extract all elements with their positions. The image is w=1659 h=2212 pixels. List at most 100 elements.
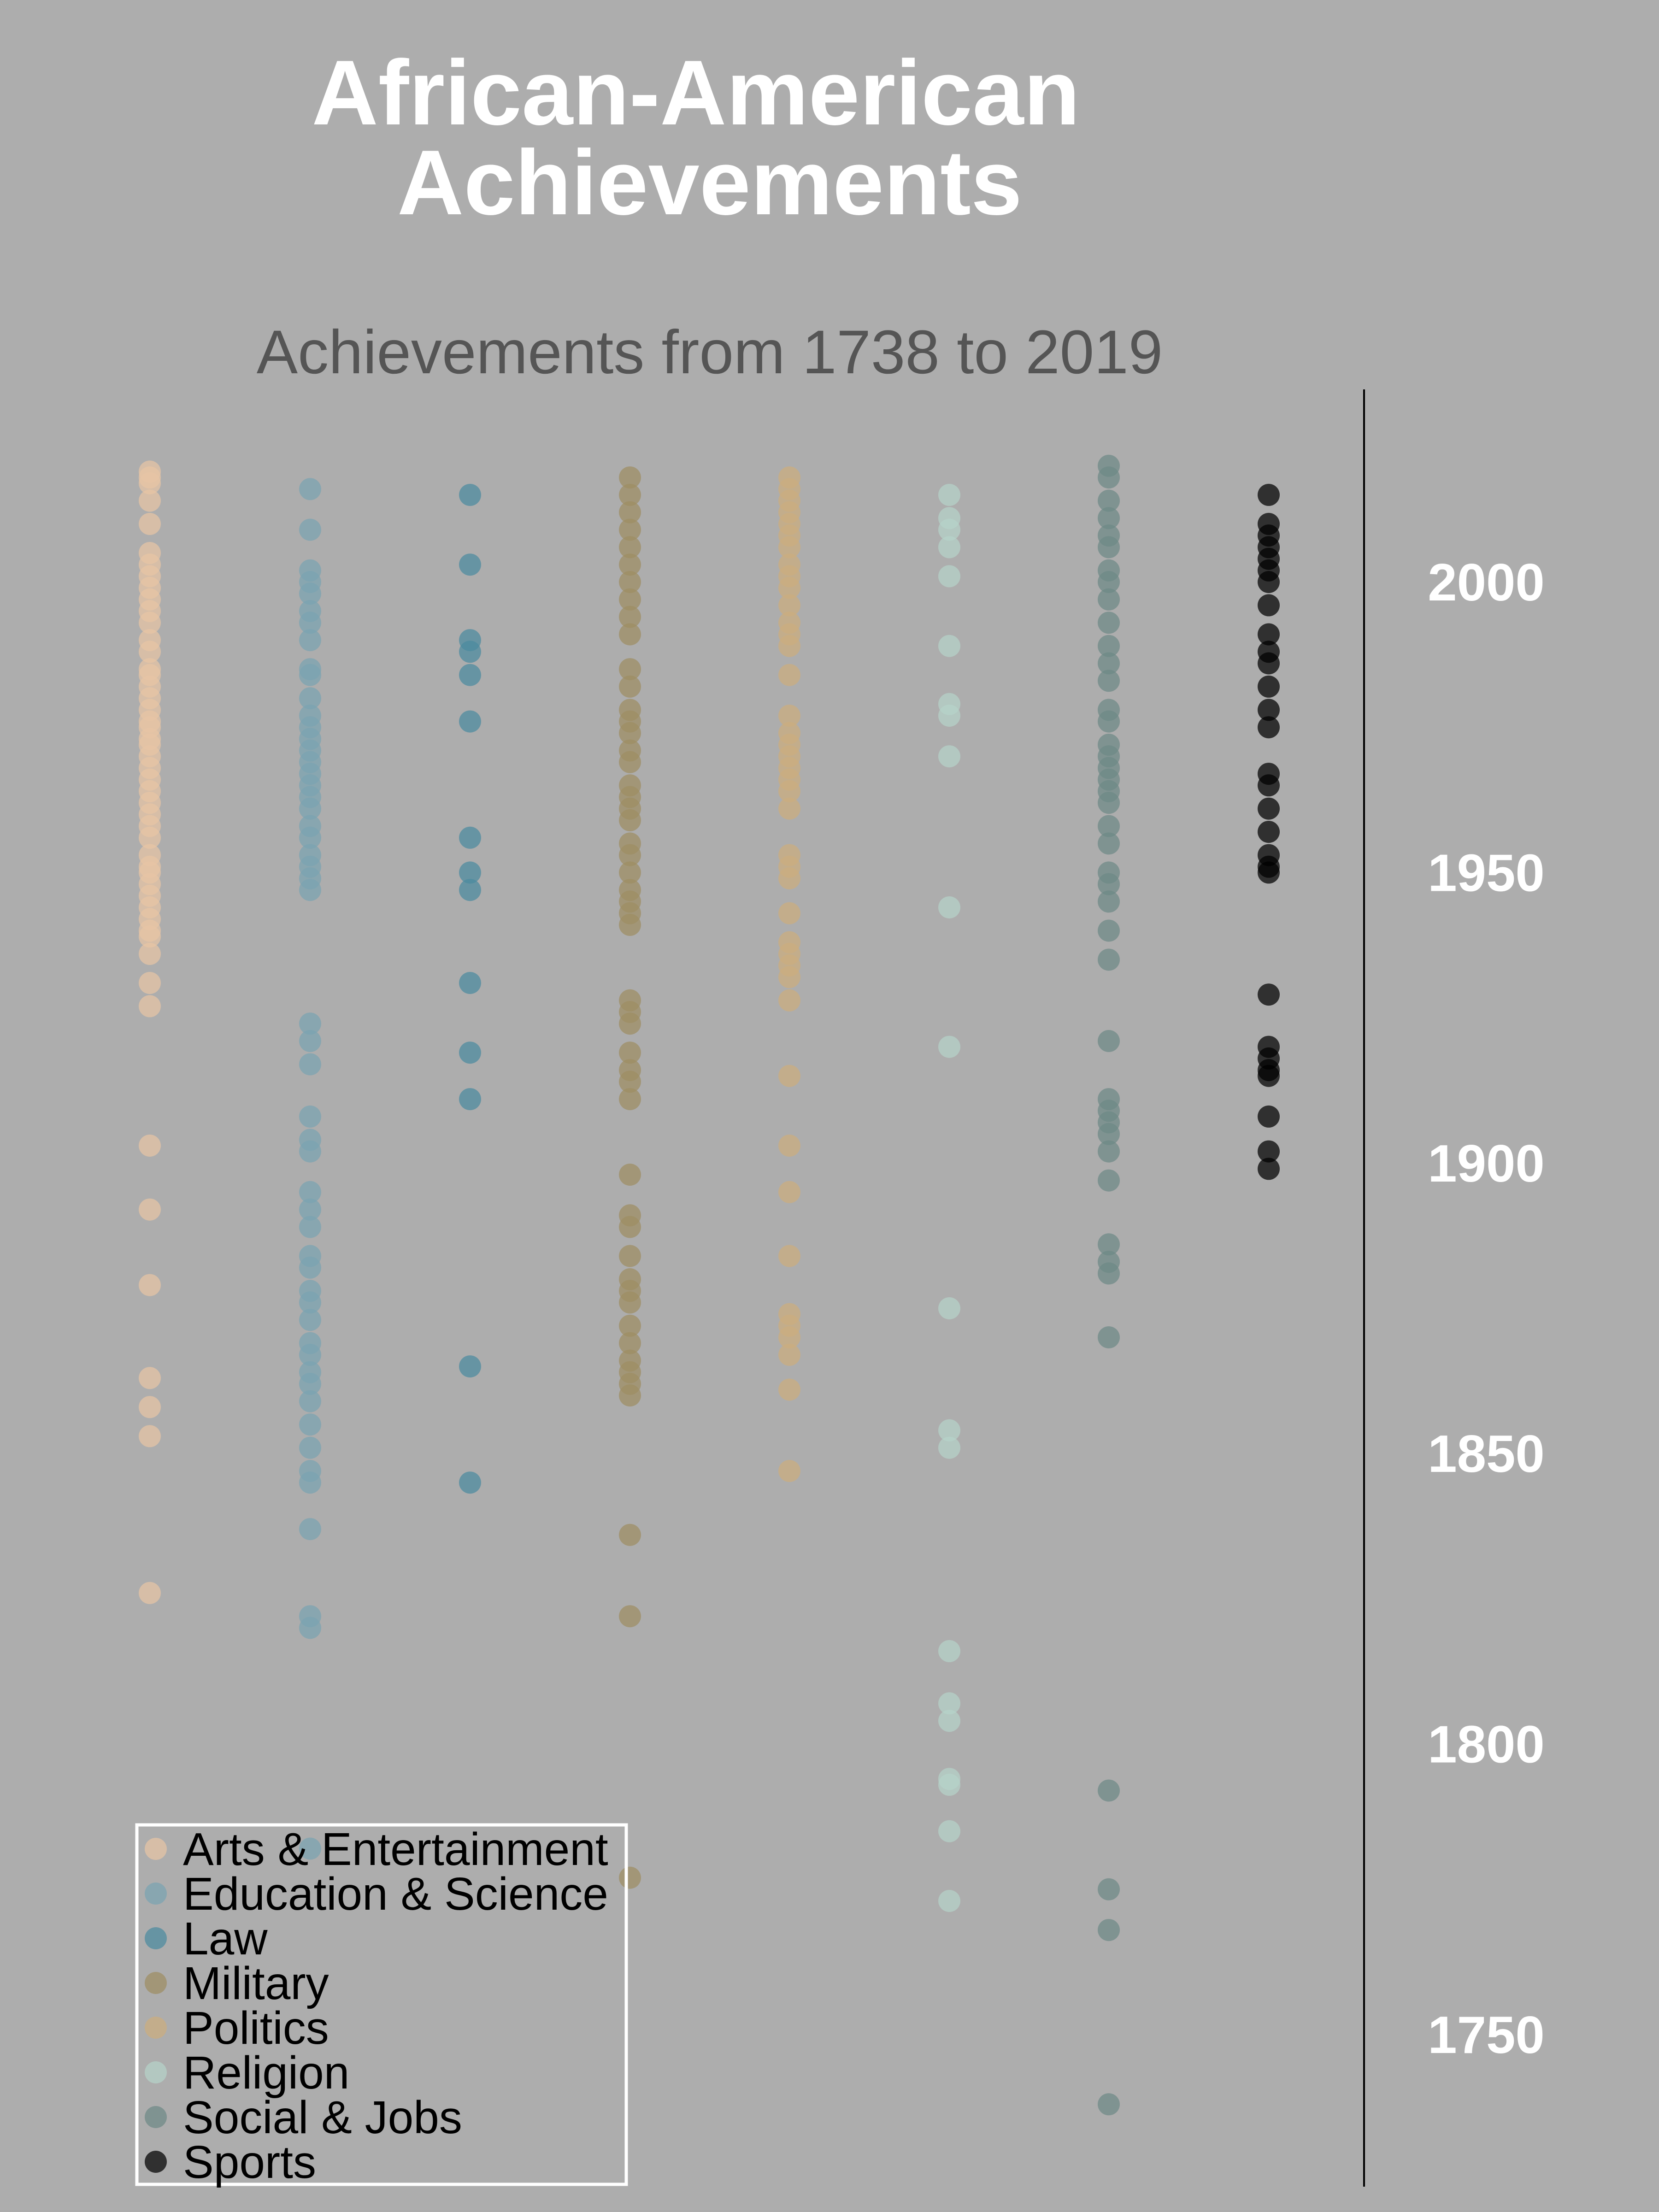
data-point	[1258, 652, 1280, 675]
data-point	[938, 536, 960, 559]
data-point	[139, 826, 161, 849]
data-point	[778, 780, 800, 802]
data-point	[619, 588, 641, 611]
data-point	[139, 1367, 161, 1389]
data-point	[459, 1471, 481, 1494]
data-point	[938, 635, 960, 657]
legend-label: Sports	[183, 2136, 316, 2188]
data-point	[1098, 919, 1120, 942]
data-point	[619, 483, 641, 506]
data-point	[1098, 1233, 1120, 1256]
data-point	[1098, 1123, 1120, 1145]
data-point	[1098, 1262, 1120, 1285]
data-point	[299, 1140, 321, 1163]
data-point	[139, 612, 161, 634]
data-point	[1098, 652, 1120, 675]
data-point	[459, 826, 481, 849]
data-point	[139, 925, 161, 948]
data-point	[1258, 699, 1280, 721]
data-point	[778, 966, 800, 988]
data-point	[778, 1343, 800, 1366]
legend-item: Politics	[145, 2002, 329, 2054]
legend-marker	[145, 1883, 167, 1905]
data-point	[1098, 1878, 1120, 1900]
data-point	[1258, 623, 1280, 646]
series-social-jobs	[1098, 454, 1120, 2116]
data-point	[619, 1245, 641, 1267]
data-point	[299, 629, 321, 652]
data-point	[139, 472, 161, 494]
scatter-points	[139, 454, 1280, 2116]
legend-label: Arts & Entertainment	[183, 1824, 608, 1875]
legend-item: Education & Science	[145, 1868, 608, 1920]
y-tick-label-1750: 1750	[1428, 2006, 1545, 2065]
y-tick-label-1850: 1850	[1428, 1425, 1545, 1483]
data-point	[619, 466, 641, 489]
data-point	[299, 1105, 321, 1128]
data-point	[1098, 832, 1120, 855]
data-point	[299, 1198, 321, 1221]
data-point	[1098, 507, 1120, 529]
series-sports	[1258, 483, 1280, 1180]
data-point	[778, 1181, 800, 1203]
data-point	[1258, 571, 1280, 593]
data-point	[139, 1582, 161, 1604]
data-point	[459, 710, 481, 733]
data-point	[299, 1309, 321, 1331]
data-point	[619, 1071, 641, 1093]
data-point	[459, 1041, 481, 1064]
data-point	[619, 809, 641, 831]
data-point	[619, 623, 641, 646]
data-point	[1258, 594, 1280, 617]
y-axis-ticks: 1750 1800 1850 1900 1950 2000	[1428, 553, 1545, 2065]
legend-label: Law	[183, 1913, 268, 1965]
legend-label: Social & Jobs	[183, 2092, 462, 2143]
data-point	[139, 1425, 161, 1447]
data-point	[1098, 1326, 1120, 1348]
chart-title-line-1: African-American	[312, 41, 1080, 144]
data-point	[778, 867, 800, 889]
data-point	[459, 483, 481, 506]
data-point	[619, 1332, 641, 1354]
data-point	[1098, 1919, 1120, 1941]
chart-subtitle: Achievements from 1738 to 2019	[257, 318, 1163, 387]
data-point	[619, 722, 641, 744]
data-point	[938, 565, 960, 588]
data-point	[1098, 1140, 1120, 1163]
data-point	[938, 1035, 960, 1058]
data-point	[619, 1866, 641, 1889]
data-point	[778, 664, 800, 686]
data-point	[619, 606, 641, 628]
series-religion	[938, 483, 960, 1912]
data-point	[1098, 536, 1120, 559]
data-point	[778, 902, 800, 924]
data-point	[299, 612, 321, 634]
y-tick-label-1900: 1900	[1428, 1135, 1545, 1193]
data-point	[299, 1471, 321, 1494]
data-point	[299, 478, 321, 500]
legend-item: Social & Jobs	[145, 2092, 462, 2143]
data-point	[938, 1297, 960, 1319]
data-point	[1258, 983, 1280, 1006]
legend-label: Religion	[183, 2047, 349, 2099]
data-point	[938, 745, 960, 768]
data-point	[1258, 1158, 1280, 1180]
data-point	[1098, 815, 1120, 837]
series-military	[619, 466, 641, 1889]
data-point	[1258, 861, 1280, 884]
data-point	[1098, 466, 1120, 489]
data-point	[299, 1343, 321, 1366]
data-point	[299, 1291, 321, 1314]
data-point	[778, 536, 800, 559]
data-point	[139, 972, 161, 994]
data-point	[938, 1692, 960, 1715]
data-point	[619, 751, 641, 773]
data-point	[1098, 2093, 1120, 2116]
data-point	[299, 664, 321, 686]
legend-item: Sports	[145, 2136, 316, 2188]
data-point	[139, 995, 161, 1018]
data-point	[299, 1413, 321, 1436]
data-point	[299, 1030, 321, 1052]
data-point	[299, 1012, 321, 1035]
